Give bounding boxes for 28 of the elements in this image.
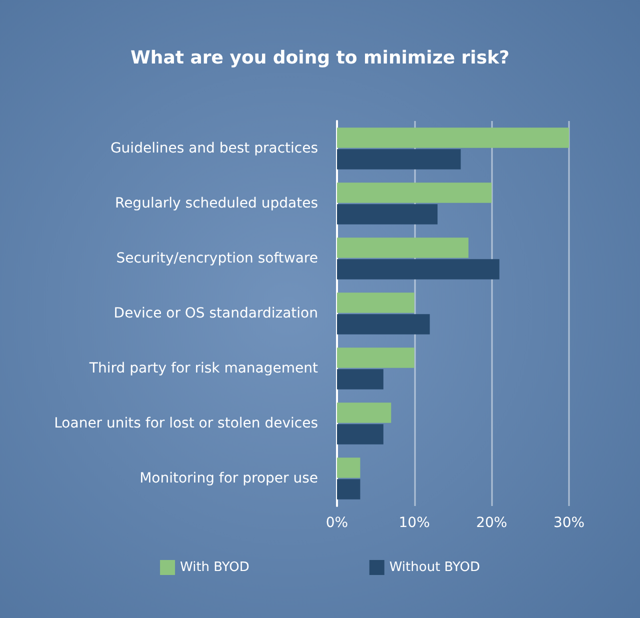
y-tick-label: Security/encryption software (116, 250, 318, 266)
bar (337, 348, 414, 368)
bar (337, 479, 360, 500)
bar (337, 292, 414, 313)
y-tick-label: Regularly scheduled updates (114, 196, 318, 212)
y-tick-label: Third party for risk management (88, 360, 319, 376)
x-tick-label: 30% (553, 515, 585, 531)
bar (337, 238, 468, 258)
chart-title: What are you doing to minimize risk? (130, 48, 510, 68)
bar (337, 204, 438, 224)
y-tick-label: Device or OS standardization (114, 306, 318, 322)
bar (337, 369, 384, 390)
bar (337, 128, 569, 148)
bar (337, 259, 500, 280)
bar (337, 424, 384, 444)
bar (337, 458, 360, 478)
x-tick-label: 10% (398, 515, 430, 531)
x-tick-label: 0% (326, 515, 348, 531)
bar (337, 402, 392, 423)
y-tick-label: Monitoring for proper use (140, 470, 318, 486)
x-tick-label: 20% (476, 515, 508, 531)
y-tick-label: Loaner units for lost or stolen devices (54, 416, 318, 432)
bar (337, 314, 430, 334)
bar (337, 182, 492, 203)
y-tick-label: Guidelines and best practices (110, 140, 318, 156)
bar (337, 149, 461, 170)
legend-label: Without BYOD (389, 560, 480, 575)
legend-label: With BYOD (180, 560, 250, 575)
